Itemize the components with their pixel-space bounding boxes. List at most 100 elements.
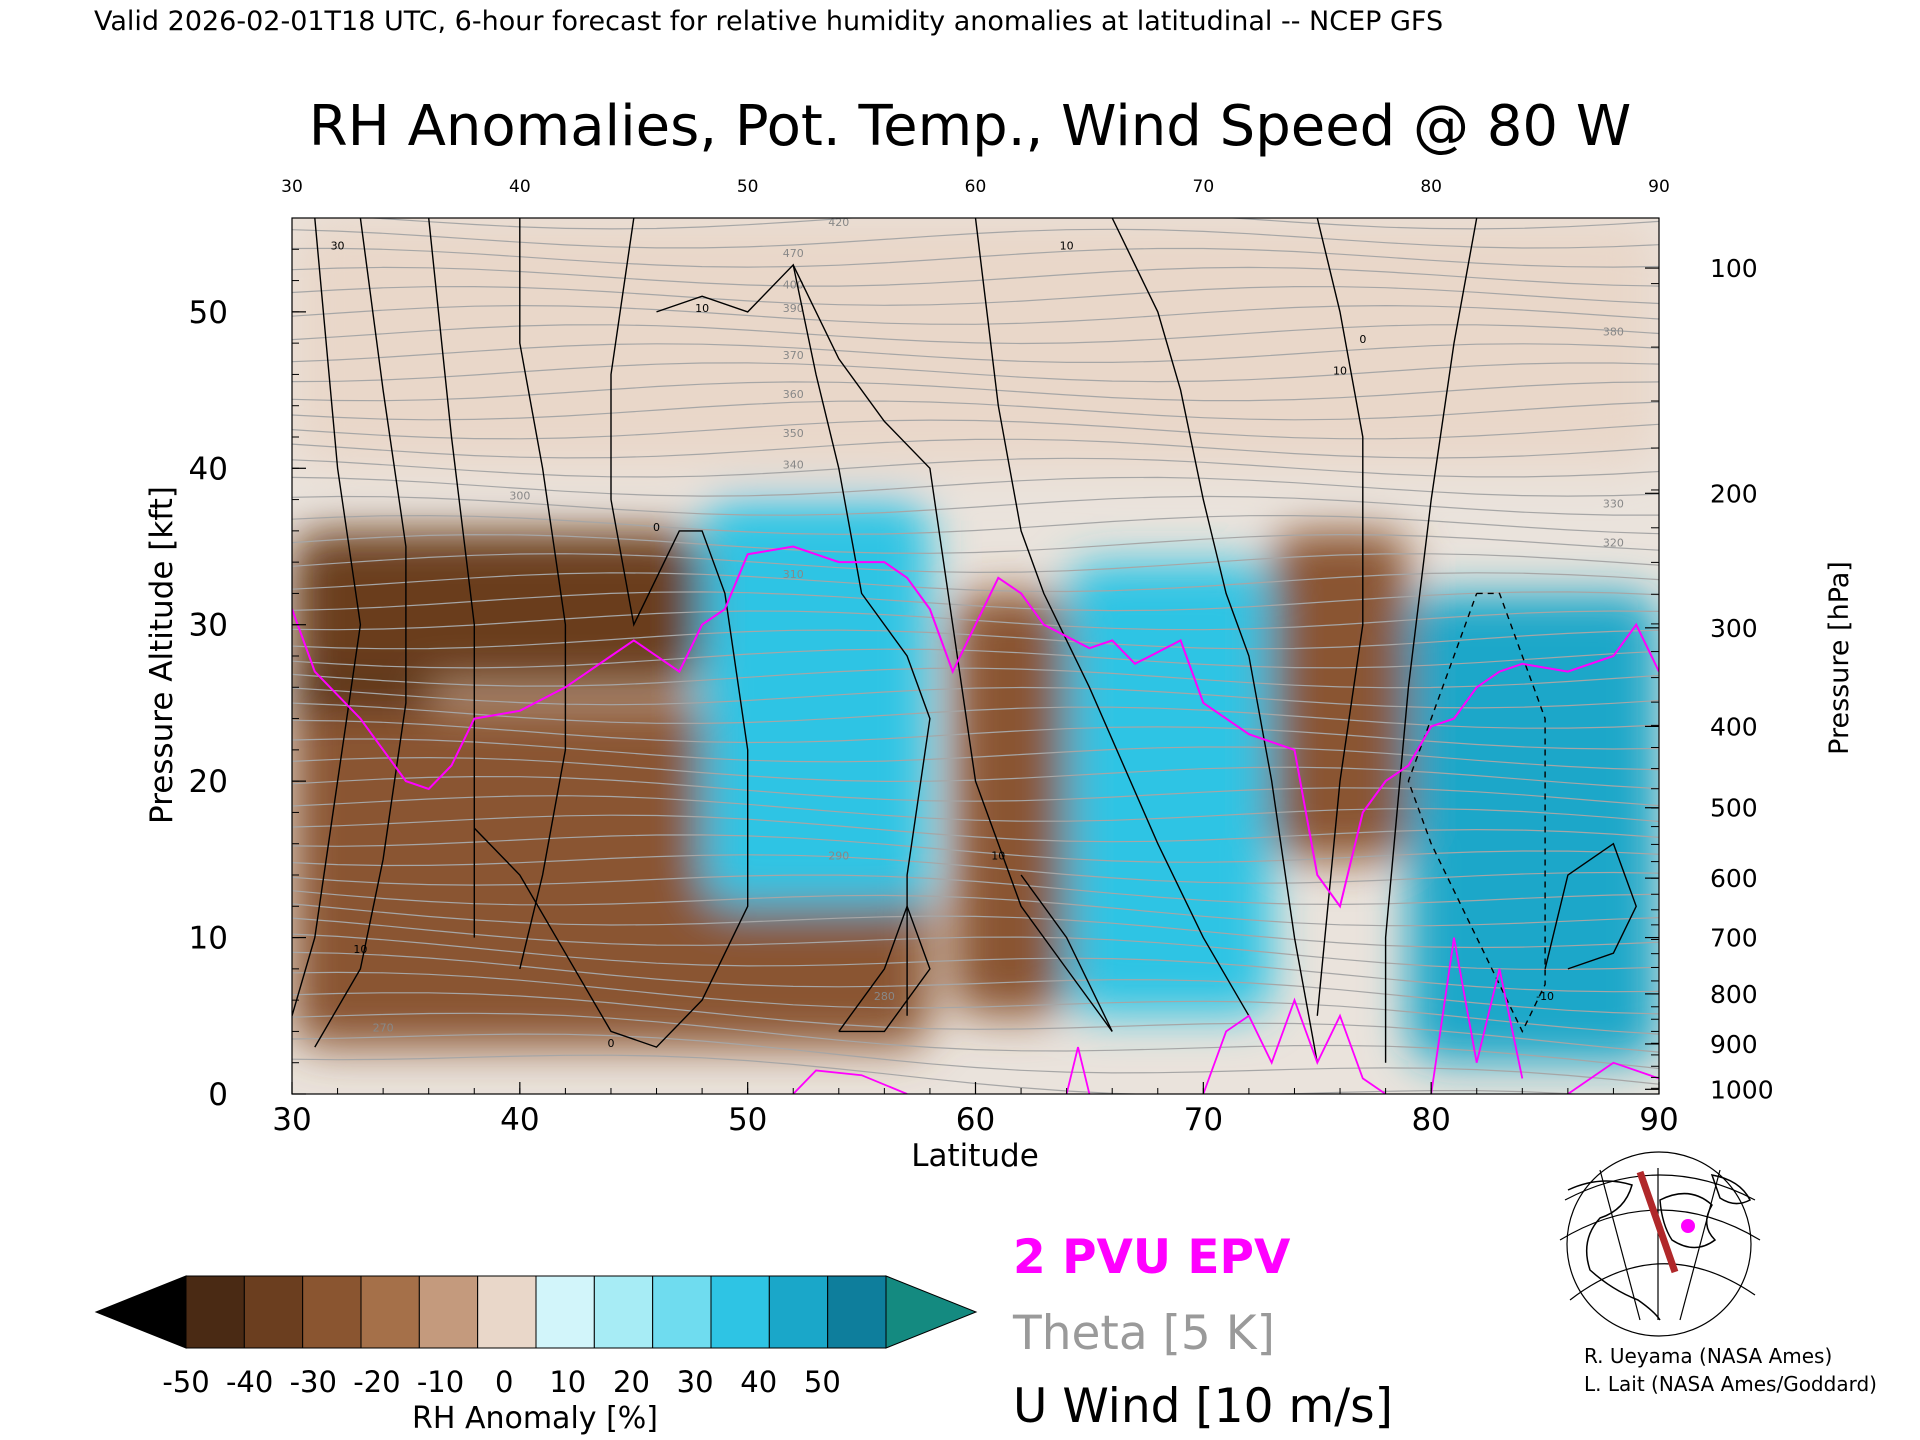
theta-contour (292, 1033, 1659, 1085)
theta-contour (292, 971, 1659, 1035)
epv-surface-line (1567, 1061, 1659, 1094)
u-wind-contour (1384, 218, 1478, 1063)
y2-axis-label: Pressure [hPa] (1824, 561, 1855, 755)
legend-epv: 2 PVU EPV (1013, 1230, 1291, 1285)
colorbar: -50 -40 -30 -20 -10 0 10 20 30 40 50 (94, 1275, 978, 1399)
colorbar-bin (243, 1275, 304, 1349)
pressure-tick-label: 100 (1710, 254, 1758, 283)
epv-line-group (292, 545, 1659, 1094)
u-wind-contours: 30 10 10 10 10 10 0 0 0 -10 (292, 218, 1637, 1063)
colorbar-tick-label: 10 (549, 1365, 586, 1399)
u-wind-contour (1544, 842, 1637, 970)
colorbar-tick-label: -10 (417, 1365, 464, 1399)
theta-contour (292, 795, 1659, 823)
pressure-tick-label: 600 (1710, 864, 1758, 893)
cross-section-line (1636, 1170, 1679, 1274)
theta-label: 340 (783, 458, 804, 471)
theta-label: 390 (783, 302, 804, 315)
colorbar-bin (827, 1275, 887, 1349)
colorbar-bin (302, 1275, 362, 1349)
colorbar-tick-label: 40 (740, 1365, 777, 1399)
x-top-tick-label: 60 (965, 177, 987, 197)
theta-contour (292, 381, 1659, 402)
y-tick-label: 0 (208, 1077, 228, 1113)
legend-wind: U Wind [10 m/s] (1013, 1379, 1393, 1434)
theta-contour (292, 702, 1659, 729)
theta-label: 270 (373, 1021, 394, 1034)
y-tick-label: 40 (189, 451, 228, 487)
pressure-tick-label: 400 (1710, 712, 1758, 741)
theta-label: 310 (783, 568, 804, 581)
colorbar-bin (535, 1275, 595, 1349)
theta-label: 380 (1603, 325, 1624, 338)
u-wind-contour-negative (1407, 592, 1546, 1034)
u-wind-contour (519, 218, 567, 970)
epv-surface-line (1065, 1046, 1091, 1094)
u-wind-label: 0 (1359, 333, 1366, 346)
x-tick-label: 40 (500, 1102, 539, 1138)
u-wind-contour (838, 904, 931, 1033)
colorbar-tick-label: 30 (677, 1365, 714, 1399)
theta-contour (292, 933, 1659, 993)
pressure-tick-label: 900 (1710, 1030, 1758, 1059)
u-wind-label: 10 (353, 943, 367, 956)
rh-region (1066, 562, 1272, 1016)
colorbar-bin (185, 1275, 245, 1349)
theta-label: 360 (783, 388, 804, 401)
u-wind-label: 0 (607, 1037, 614, 1050)
colorbar-tick-label: 50 (804, 1365, 841, 1399)
x-top-tick-label: 50 (737, 177, 759, 197)
credit-line-2: L. Lait (NASA Ames/Goddard) (1584, 1372, 1877, 1396)
colorbar-tick-label: 20 (613, 1365, 650, 1399)
epv-surface-line (1202, 997, 1387, 1094)
colorbar-bin (418, 1275, 479, 1349)
colorbar-bin (477, 1275, 537, 1349)
pressure-tick-label: 200 (1710, 479, 1758, 508)
y-axis-label: Pressure Altitude [kft] (144, 486, 180, 824)
u-wind-label: 10 (1060, 239, 1074, 252)
x-tick-label: 30 (272, 1102, 311, 1138)
u-wind-contour (1111, 218, 1318, 1063)
x-tick-label: 50 (728, 1102, 767, 1138)
u-wind-contour (1020, 874, 1113, 1032)
u-wind-label: 0 (653, 521, 660, 534)
legend-theta: Theta [5 K] (1012, 1306, 1275, 1361)
theta-contour (292, 514, 1659, 535)
theta-contour (292, 719, 1659, 750)
u-wind-contour (1316, 218, 1364, 1016)
u-wind-contour (473, 218, 749, 1048)
u-wind-contour (428, 218, 475, 938)
pressure-tick-label: 300 (1710, 614, 1758, 643)
theta-contour (292, 438, 1659, 459)
theta-contour (292, 591, 1659, 612)
theta-contour (292, 400, 1659, 421)
theta-contour (292, 610, 1659, 631)
colorbar-tick-label: -40 (226, 1365, 273, 1399)
colorbar-bin (360, 1275, 420, 1349)
theta-contour (292, 903, 1659, 949)
u-wind-contour (974, 218, 1250, 1017)
chart-title: RH Anomalies, Pot. Temp., Wind Speed @ 8… (309, 94, 1631, 159)
u-wind-label: -10 (1536, 990, 1554, 1003)
epv-surface-line (1430, 937, 1524, 1094)
theta-label: 290 (828, 849, 849, 862)
u-wind-label: 10 (991, 849, 1005, 862)
x-axis-label: Latitude (911, 1138, 1039, 1174)
x-tick-label: 60 (956, 1102, 995, 1138)
pressure-tick-label: 700 (1710, 924, 1758, 953)
colorbar-tick-label: 0 (495, 1365, 513, 1399)
rh-region (952, 593, 1067, 1016)
theta-contour (292, 419, 1659, 440)
theta-contour (292, 890, 1659, 927)
pressure-tick-label: 500 (1710, 794, 1758, 823)
x-tick-label: 70 (1184, 1102, 1223, 1138)
u-wind-label: 30 (331, 239, 345, 252)
theta-label: 370 (783, 349, 804, 362)
theta-label: 280 (874, 990, 895, 1003)
colorbar-tick-label: -30 (290, 1365, 337, 1399)
u-wind-label: 10 (695, 302, 709, 315)
colorbar-label: RH Anomaly [%] (412, 1401, 658, 1436)
theta-label: 330 (1603, 497, 1624, 510)
theta-label: 470 (783, 247, 804, 260)
theta-contour (292, 814, 1659, 843)
